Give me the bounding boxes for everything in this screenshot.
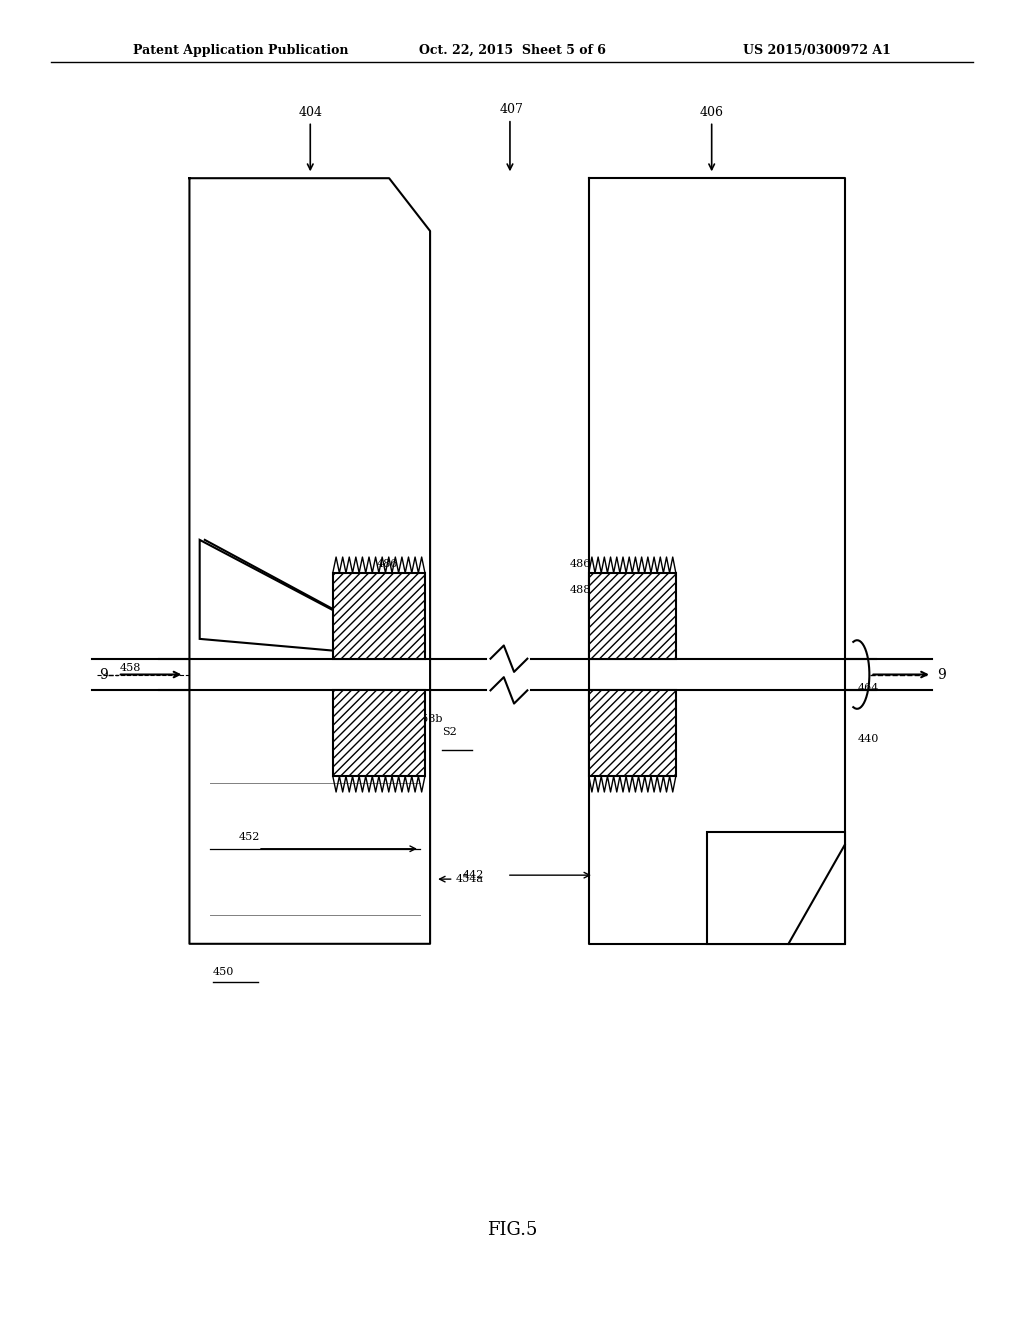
Text: 458a: 458a (227, 622, 255, 632)
Text: 407: 407 (500, 103, 524, 116)
Bar (707, 832, 845, 944)
Bar (333, 690, 425, 776)
Text: 490: 490 (592, 763, 613, 774)
Text: 458b: 458b (415, 714, 443, 725)
Text: 9: 9 (937, 668, 946, 681)
Bar (589, 178, 845, 659)
Text: S2: S2 (442, 727, 457, 738)
Bar (189, 178, 430, 659)
Bar (333, 573, 425, 659)
Text: 486: 486 (569, 558, 591, 569)
Text: 464: 464 (858, 682, 880, 693)
Text: FIG.5: FIG.5 (486, 1221, 538, 1239)
Text: Patent Application Publication: Patent Application Publication (133, 44, 348, 57)
Text: 452: 452 (239, 832, 260, 842)
Text: 442: 442 (463, 870, 484, 880)
Text: 406: 406 (699, 106, 724, 119)
Text: 440: 440 (858, 734, 880, 744)
Polygon shape (200, 540, 425, 659)
Text: 458: 458 (120, 663, 141, 673)
Text: 404: 404 (298, 106, 323, 119)
Bar (589, 573, 676, 659)
Text: Oct. 22, 2015  Sheet 5 of 6: Oct. 22, 2015 Sheet 5 of 6 (419, 44, 605, 57)
Text: 454a: 454a (456, 874, 483, 884)
Text: 488: 488 (377, 585, 398, 595)
Text: 486: 486 (377, 558, 398, 569)
Text: 436: 436 (717, 888, 738, 899)
Text: 488: 488 (569, 585, 591, 595)
Text: US 2015/0300972 A1: US 2015/0300972 A1 (743, 44, 891, 57)
Bar (589, 690, 845, 944)
Bar (589, 690, 676, 776)
Bar (189, 690, 430, 944)
Text: 490: 490 (377, 763, 398, 774)
Text: 415: 415 (720, 857, 741, 867)
Text: 9: 9 (98, 668, 108, 681)
Text: 450: 450 (213, 966, 234, 977)
Text: 462: 462 (213, 577, 234, 587)
